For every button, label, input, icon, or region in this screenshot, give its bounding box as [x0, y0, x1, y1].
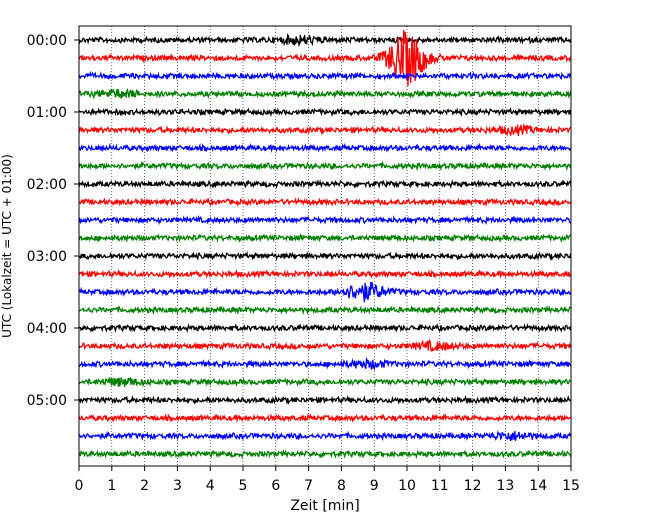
trace-line: [78, 430, 572, 442]
trace-line: [78, 70, 572, 82]
x-tick-label: 11: [431, 478, 449, 494]
x-tick-label: 3: [173, 478, 182, 494]
x-tick-label: 12: [464, 478, 482, 494]
traces: [78, 30, 572, 460]
plot-frame: [78, 25, 572, 467]
y-axis-label: UTC (Lokalzeit = UTC + 01:00): [0, 154, 14, 338]
y-axis-ticks: 00:00 01:00 02:00 03:00 04:00 05:00: [27, 33, 79, 409]
trace-line: [78, 33, 572, 48]
x-tick-label: 0: [75, 478, 84, 494]
trace-line: [78, 394, 572, 405]
y-tick-label: 04:00: [27, 321, 67, 337]
trace-line: [78, 356, 572, 371]
x-tick-label: 6: [271, 478, 280, 494]
trace-line: [78, 323, 572, 334]
x-tick-label: 8: [337, 478, 346, 494]
trace-line: [78, 448, 572, 460]
trace-line: [78, 88, 572, 100]
trace-line: [78, 250, 572, 261]
trace-line: [78, 412, 572, 423]
trace-line: [78, 268, 572, 279]
y-tick-label: 05:00: [27, 393, 67, 409]
trace-line: [78, 338, 572, 352]
x-tick-label: 9: [370, 478, 379, 494]
y-tick-label: 00:00: [27, 33, 67, 49]
x-tick-label: 1: [107, 478, 116, 494]
x-tick-label: 13: [496, 478, 514, 494]
x-axis-ticks: 0 1 2 3 4 5 6 7 8 9 10 11 12 13 14 15: [75, 466, 580, 494]
trace-line: [78, 304, 572, 316]
trace-line: [78, 123, 572, 137]
trace-line: [78, 215, 572, 226]
x-tick-label: 15: [562, 478, 580, 494]
trace-line: [78, 142, 572, 153]
x-tick-label: 10: [398, 478, 416, 494]
x-tick-label: 2: [140, 478, 149, 494]
x-axis-label: Zeit [min]: [290, 498, 359, 514]
trace-line: [78, 178, 572, 190]
y-tick-label: 01:00: [27, 105, 67, 121]
trace-line: [78, 282, 572, 303]
y-tick-label: 03:00: [27, 249, 67, 265]
x-tick-label: 7: [304, 478, 313, 494]
trace-line: [78, 160, 572, 172]
trace-line: [78, 30, 572, 87]
y-tick-label: 02:00: [27, 177, 67, 193]
x-tick-label: 4: [206, 478, 215, 494]
trace-line: [78, 376, 572, 388]
x-tick-label: 5: [239, 478, 248, 494]
trace-line: [78, 232, 572, 244]
trace-line: [78, 197, 572, 208]
x-tick-label: 14: [529, 478, 547, 494]
trace-line: [78, 106, 572, 118]
